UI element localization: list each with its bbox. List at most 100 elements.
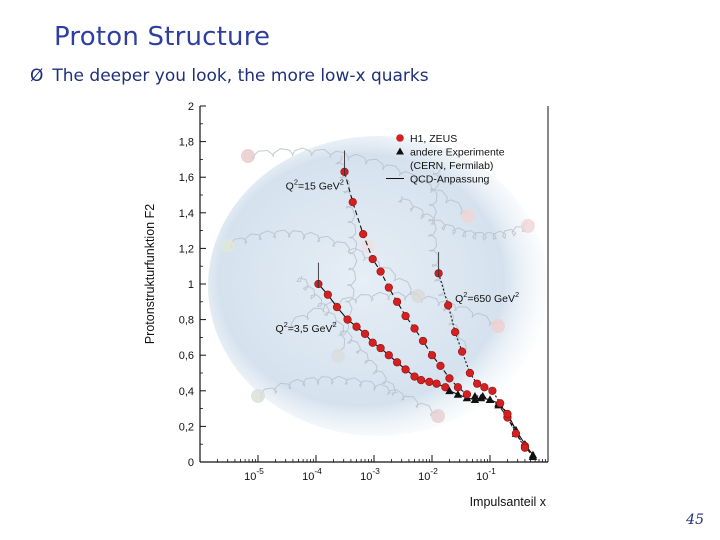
x-tick-label-1: 10-4 bbox=[302, 466, 322, 483]
data-point-circle-s0-4 bbox=[352, 322, 361, 331]
legend-marker-circle bbox=[396, 134, 404, 142]
x-tick-label-4: 10-1 bbox=[476, 466, 496, 483]
y-tick-label-0: 0 bbox=[188, 457, 194, 469]
data-point-triangle-s0-16 bbox=[445, 386, 454, 395]
data-points bbox=[314, 150, 538, 461]
gluon-spring-7 bbox=[397, 195, 528, 241]
data-point-circle-s2-5 bbox=[473, 379, 482, 388]
data-point-triangle-s0-17 bbox=[453, 390, 463, 398]
quark-sphere-8 bbox=[521, 219, 535, 233]
y-tick-label-7: 1,4 bbox=[179, 208, 194, 220]
data-point-circle-s2-8 bbox=[496, 399, 505, 408]
data-point-triangle-s1-15 bbox=[470, 391, 480, 400]
data-point-circle-s1-3 bbox=[368, 254, 377, 264]
quark-sphere-7 bbox=[331, 349, 345, 363]
gluon-springs-illustration bbox=[229, 147, 528, 417]
x-tick-label-2: 10-3 bbox=[360, 466, 380, 483]
proton-structure-chart: 0 0,2 0,4 0,6 0,8 1 1,2 1,4 1,6 1,8 2 10-5 10-4 10-3 1… bbox=[143, 101, 549, 509]
proton-illustration bbox=[208, 136, 548, 436]
slide-title: Proton Structure bbox=[54, 22, 271, 52]
quark-sphere-5 bbox=[251, 389, 265, 403]
gluon-spring-3 bbox=[259, 375, 438, 417]
axes: 0 0,2 0,4 0,6 0,8 1 1,2 1,4 1,6 1,8 2 10-5 10-4 10-3 1… bbox=[143, 101, 549, 509]
bullet-text: The deeper you look, the more low-x quar… bbox=[52, 66, 429, 86]
bullet-point: Ø The deeper you look, the more low-x qua… bbox=[30, 66, 429, 86]
quark-spheres-illustration bbox=[221, 149, 535, 423]
legend-label-0: H1, ZEUS bbox=[410, 133, 457, 145]
data-point-circle-s2-3 bbox=[457, 347, 467, 356]
data-point-circle-s1-6 bbox=[392, 297, 402, 306]
data-point-circle-s2-2 bbox=[450, 327, 460, 337]
data-point-circle-s2-11 bbox=[520, 443, 530, 452]
quark-sphere-4 bbox=[491, 319, 505, 333]
y-tick-label-5: 1 bbox=[188, 279, 194, 291]
legend-label-1: andere Experimente bbox=[410, 147, 505, 159]
gluon-spring-5 bbox=[426, 165, 468, 355]
data-point-circle-s1-4 bbox=[376, 267, 385, 276]
page-number: 45 bbox=[686, 512, 704, 528]
data-point-circle-s0-11 bbox=[410, 372, 419, 381]
y-axis-title: Protonstrukturfunktion F2 bbox=[143, 204, 157, 344]
data-point-circle-s1-9 bbox=[418, 336, 428, 346]
y-tick-label-3: 0,6 bbox=[179, 350, 194, 362]
x-axis-title: Impulsanteil x bbox=[470, 495, 547, 509]
data-point-triangle-s1-16 bbox=[478, 391, 487, 400]
data-point-circle-s1-1 bbox=[348, 198, 357, 207]
y-tick-label-6: 1,2 bbox=[179, 243, 194, 255]
legend: H1, ZEUS andere Experimente(CERN, Fermila… bbox=[386, 133, 505, 186]
data-point-circle-s2-9 bbox=[503, 409, 512, 419]
data-point-circle-s2-10 bbox=[511, 429, 521, 438]
data-point-circle-s0-5 bbox=[360, 329, 370, 338]
y-tick-label-1: 0,2 bbox=[179, 421, 194, 433]
legend-marker-triangle bbox=[396, 147, 404, 155]
data-point-circle-s2-1 bbox=[444, 301, 453, 310]
data-point-circle-s1-12 bbox=[445, 374, 454, 383]
data-point-circle-s0-8 bbox=[384, 351, 393, 360]
data-point-circle-s2-7 bbox=[488, 386, 497, 395]
data-point-circle-s0-2 bbox=[332, 303, 342, 312]
quark-sphere-2 bbox=[221, 239, 235, 253]
quark-sphere-0 bbox=[241, 149, 255, 163]
x-tick-label-3: 10-2 bbox=[418, 466, 438, 483]
q2-annotation-0: Q2=15 GeV2 bbox=[286, 178, 344, 193]
quark-sphere-1 bbox=[461, 209, 475, 223]
data-point-triangle-s1-22 bbox=[528, 452, 538, 461]
data-point-circle-s2-4 bbox=[465, 368, 474, 378]
data-point-circle-s1-7 bbox=[401, 311, 410, 321]
y-tick-label-10: 2 bbox=[188, 101, 194, 113]
quark-sphere-3 bbox=[411, 289, 425, 303]
legend-label-2: (CERN, Fermilab) bbox=[410, 160, 493, 172]
data-point-circle-s1-5 bbox=[384, 283, 393, 292]
data-point-circle-s0-12 bbox=[417, 376, 426, 385]
data-point-circle-s2-6 bbox=[480, 383, 489, 392]
q2-annotation-1: Q2=3,5 GeV2 bbox=[275, 320, 336, 335]
y-tick-label-8: 1,6 bbox=[179, 172, 194, 184]
data-point-circle-s1-10 bbox=[427, 351, 437, 360]
y-tick-label-4: 0,8 bbox=[179, 315, 194, 327]
quark-sphere-6 bbox=[431, 409, 445, 423]
quark-sphere-9 bbox=[361, 239, 375, 253]
y-tick-label-2: 0,4 bbox=[179, 386, 194, 398]
q2-annotation-2: Q2=650 GeV2 bbox=[455, 290, 519, 305]
data-point-circle-s0-3 bbox=[343, 315, 352, 324]
data-point-circle-s0-9 bbox=[392, 358, 402, 367]
gluon-spring-1 bbox=[229, 229, 418, 295]
data-point-circle-s0-14 bbox=[432, 379, 441, 388]
data-point-circle-s0-6 bbox=[368, 338, 377, 347]
bullet-arrow-icon: Ø bbox=[30, 66, 44, 86]
gluon-spring-2 bbox=[290, 291, 498, 329]
legend-label-3: QCD-Anpassung bbox=[410, 174, 490, 186]
gluon-spring-6 bbox=[296, 275, 398, 397]
data-point-circle-s1-13 bbox=[453, 383, 463, 392]
data-point-circle-s1-11 bbox=[436, 361, 445, 370]
data-point-circle-s1-2 bbox=[359, 230, 368, 239]
q2-annotations: Q2=15 GeV2 Q2=3,5 GeV2 Q2=650 GeV2 bbox=[275, 178, 519, 335]
data-point-circle-s1-14 bbox=[462, 390, 472, 399]
data-point-circle-s0-1 bbox=[323, 290, 332, 299]
x-tick-label-0: 10-5 bbox=[244, 466, 264, 483]
data-point-triangle-s1-17 bbox=[485, 395, 495, 404]
data-point-circle-s1-8 bbox=[410, 324, 419, 333]
y-tick-label-9: 1,8 bbox=[179, 137, 194, 149]
data-point-circle-s0-13 bbox=[425, 377, 434, 387]
data-point-circle-s0-10 bbox=[401, 365, 410, 374]
